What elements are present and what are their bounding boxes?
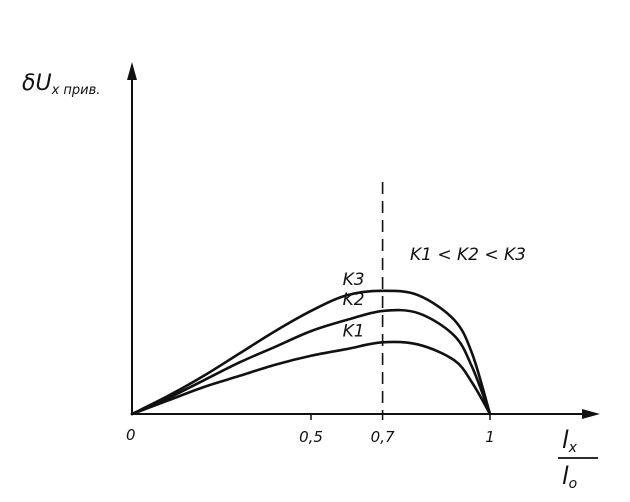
x-axis-label-num-sub: x — [568, 440, 578, 456]
x-axis-arrow — [582, 409, 600, 419]
x-tick-label: 1 — [485, 428, 495, 446]
x-tick-label: 0,5 — [299, 428, 323, 446]
series-line-k3 — [130, 289, 492, 416]
x-axis-label-den-sub: o — [569, 476, 578, 492]
relation-annotation: K1 < K2 < K3 — [410, 245, 526, 265]
origin-label: 0 — [126, 426, 136, 444]
x-axis-label-den-main: l — [562, 462, 569, 490]
series-label-k2: K2 — [343, 290, 365, 310]
y-axis-arrow — [127, 62, 137, 80]
y-axis-label: δUx прив. — [22, 71, 100, 98]
y-axis-label-main: δU — [22, 71, 52, 96]
x-axis-label-numerator: lx — [562, 426, 578, 456]
y-axis-label-sub: x прив. — [51, 83, 101, 98]
x-tick-label: 0,7 — [371, 428, 395, 446]
series-label-k1: K1 — [343, 321, 365, 341]
series-label-k3: K3 — [343, 270, 365, 290]
x-tick-labels: 0,5 0,7 1 — [299, 414, 495, 446]
x-axis-label-num-main: l — [562, 426, 569, 454]
series-line-k1 — [130, 340, 492, 416]
x-axis-label-denominator: lo — [562, 462, 577, 492]
series-curves — [130, 289, 492, 416]
series-line-k2 — [130, 308, 492, 416]
